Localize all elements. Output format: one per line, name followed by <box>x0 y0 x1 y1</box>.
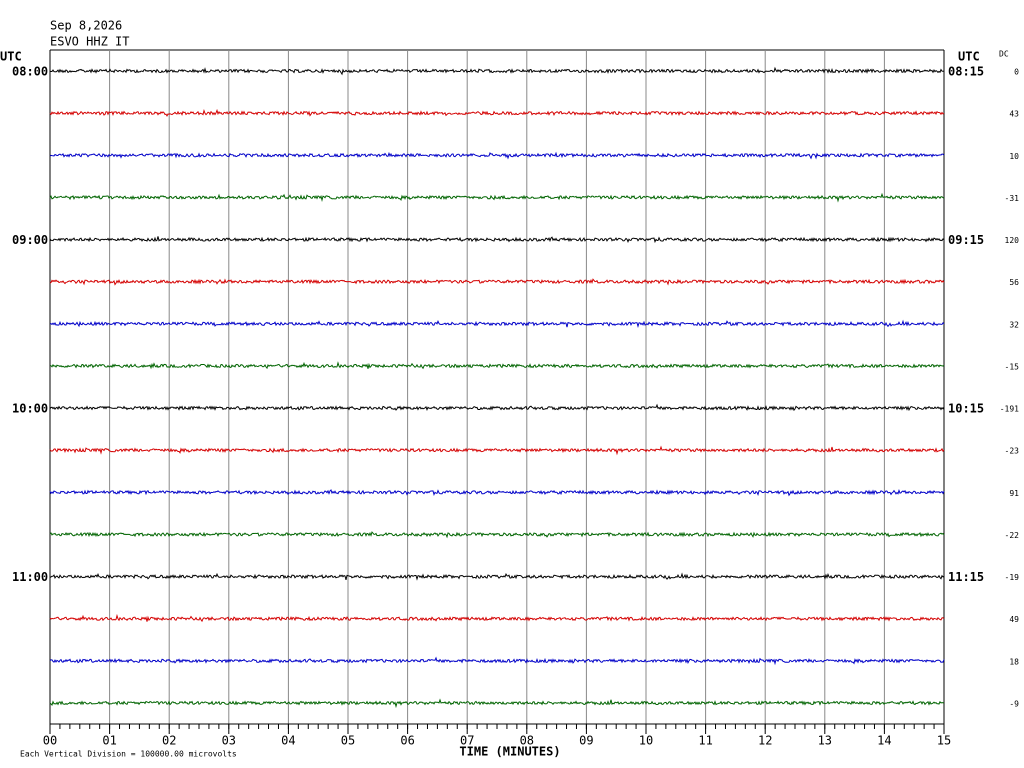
trace <box>49 698 945 709</box>
dc-value: -15 <box>1005 362 1020 371</box>
right-time-label: 11:15 <box>948 570 984 584</box>
x-tick-label: 14 <box>877 734 891 748</box>
trace <box>49 488 945 497</box>
x-tick-label: 03 <box>222 734 236 748</box>
trace <box>49 531 945 539</box>
left-time-label: 09:00 <box>12 233 48 247</box>
left-time-label: 08:00 <box>12 65 48 79</box>
trace <box>49 192 945 203</box>
trace <box>49 278 945 286</box>
dc-value: -19 <box>1005 573 1020 582</box>
trace <box>49 66 945 76</box>
dc-value: 32 <box>1009 320 1019 329</box>
x-tick-label: 00 <box>43 734 57 748</box>
left-time-label: 11:00 <box>12 570 48 584</box>
scale-note: Each Vertical Division = 100000.00 micro… <box>20 750 237 759</box>
trace <box>49 151 945 160</box>
x-tick-label: 08 <box>520 734 534 748</box>
dc-value: -31 <box>1005 194 1020 203</box>
dc-value: 91 <box>1009 489 1019 498</box>
left-time-label: 10:00 <box>12 402 48 416</box>
left-axis-label: UTC <box>0 50 22 64</box>
trace <box>49 108 945 117</box>
dc-value: 43 <box>1009 110 1019 119</box>
x-tick-label: 04 <box>281 734 295 748</box>
dc-value: -23 <box>1005 447 1020 456</box>
x-tick-label: 12 <box>758 734 772 748</box>
dc-value: 0 <box>1014 68 1019 77</box>
date: Sep 8,2026 <box>50 19 122 33</box>
x-tick-label: 15 <box>937 734 951 748</box>
dc-value: -22 <box>1005 531 1020 540</box>
dc-value: 120 <box>1005 236 1020 245</box>
x-tick-label: 01 <box>102 734 116 748</box>
x-tick-label: 11 <box>698 734 712 748</box>
right-axis-label: UTC <box>958 50 980 64</box>
x-tick-label: 02 <box>162 734 176 748</box>
station: ESVO HHZ IT <box>50 35 129 49</box>
x-tick-label: 07 <box>460 734 474 748</box>
right-time-label: 08:15 <box>948 65 984 79</box>
dc-value: 18 <box>1009 657 1019 666</box>
right-time-label: 10:15 <box>948 402 984 416</box>
trace <box>49 236 945 244</box>
dc-label: DC <box>999 50 1009 59</box>
trace <box>49 572 945 581</box>
dc-value: 49 <box>1009 615 1019 624</box>
x-axis-label: TIME (MINUTES) <box>459 745 560 759</box>
x-tick-label: 10 <box>639 734 653 748</box>
dc-value: 56 <box>1009 278 1019 287</box>
x-tick-label: 13 <box>818 734 832 748</box>
trace <box>49 319 945 328</box>
trace <box>49 361 945 370</box>
dc-value: -9 <box>1009 700 1019 709</box>
trace <box>49 403 945 412</box>
x-tick-label: 06 <box>400 734 414 748</box>
trace <box>49 445 945 456</box>
trace <box>49 613 945 623</box>
x-tick-label: 05 <box>341 734 355 748</box>
dc-value: -191 <box>1000 405 1019 414</box>
right-time-label: 09:15 <box>948 233 984 247</box>
trace <box>49 656 945 666</box>
x-tick-label: 09 <box>579 734 593 748</box>
dc-value: 10 <box>1009 152 1019 161</box>
